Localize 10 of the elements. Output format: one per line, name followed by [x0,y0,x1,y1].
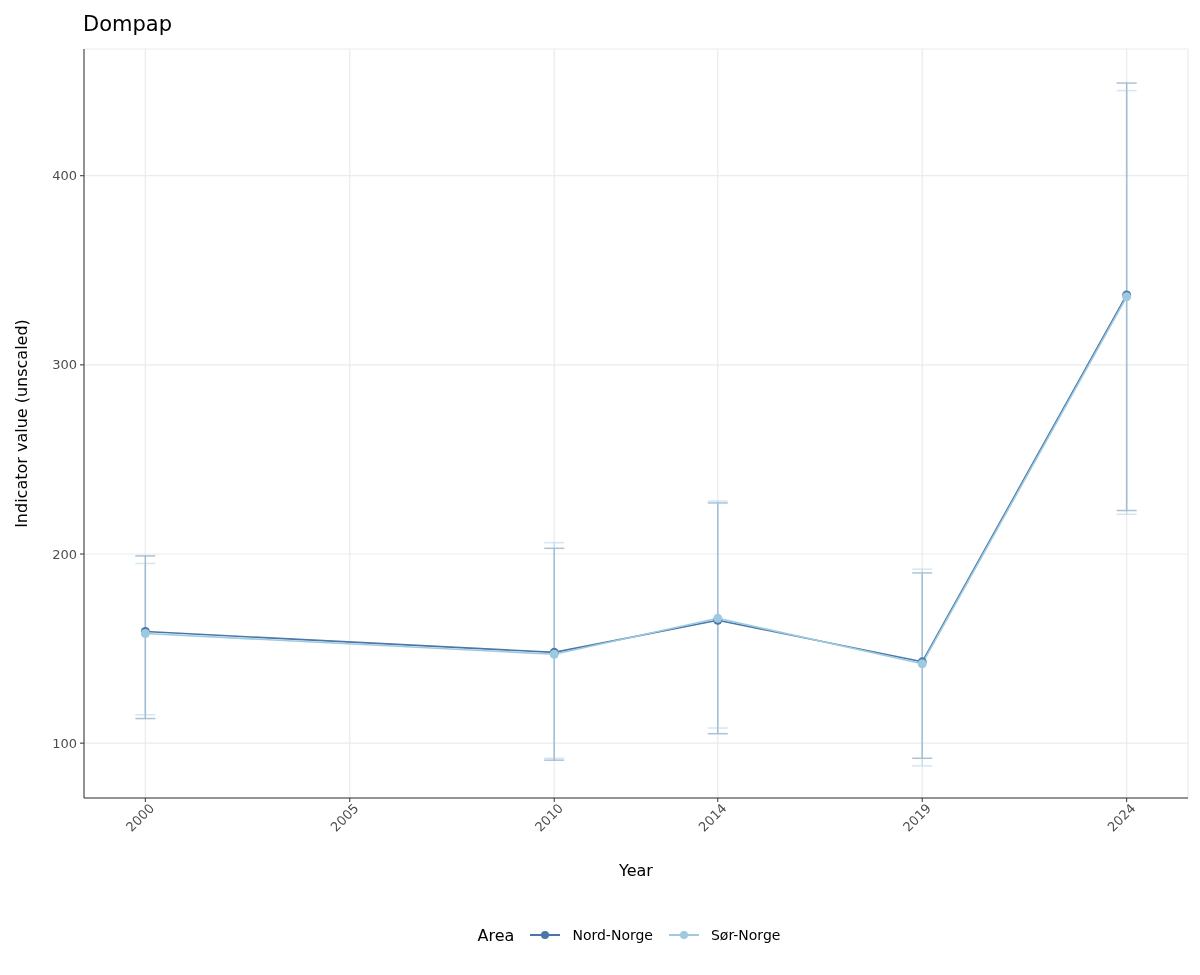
legend-label: Sør-Norge [710,927,781,943]
x-axis-title: Year [618,860,654,880]
legend-title: Area [477,925,515,945]
y-tick-label: 200 [52,546,77,562]
y-axis-title: Indicator value (unscaled) [11,319,31,528]
y-tick-label: 400 [52,168,77,184]
y-tick-label: 100 [52,735,77,751]
chart-title: Dompap [83,12,173,36]
legend-label: Nord-Norge [572,927,653,943]
y-tick-label: 300 [52,357,77,373]
